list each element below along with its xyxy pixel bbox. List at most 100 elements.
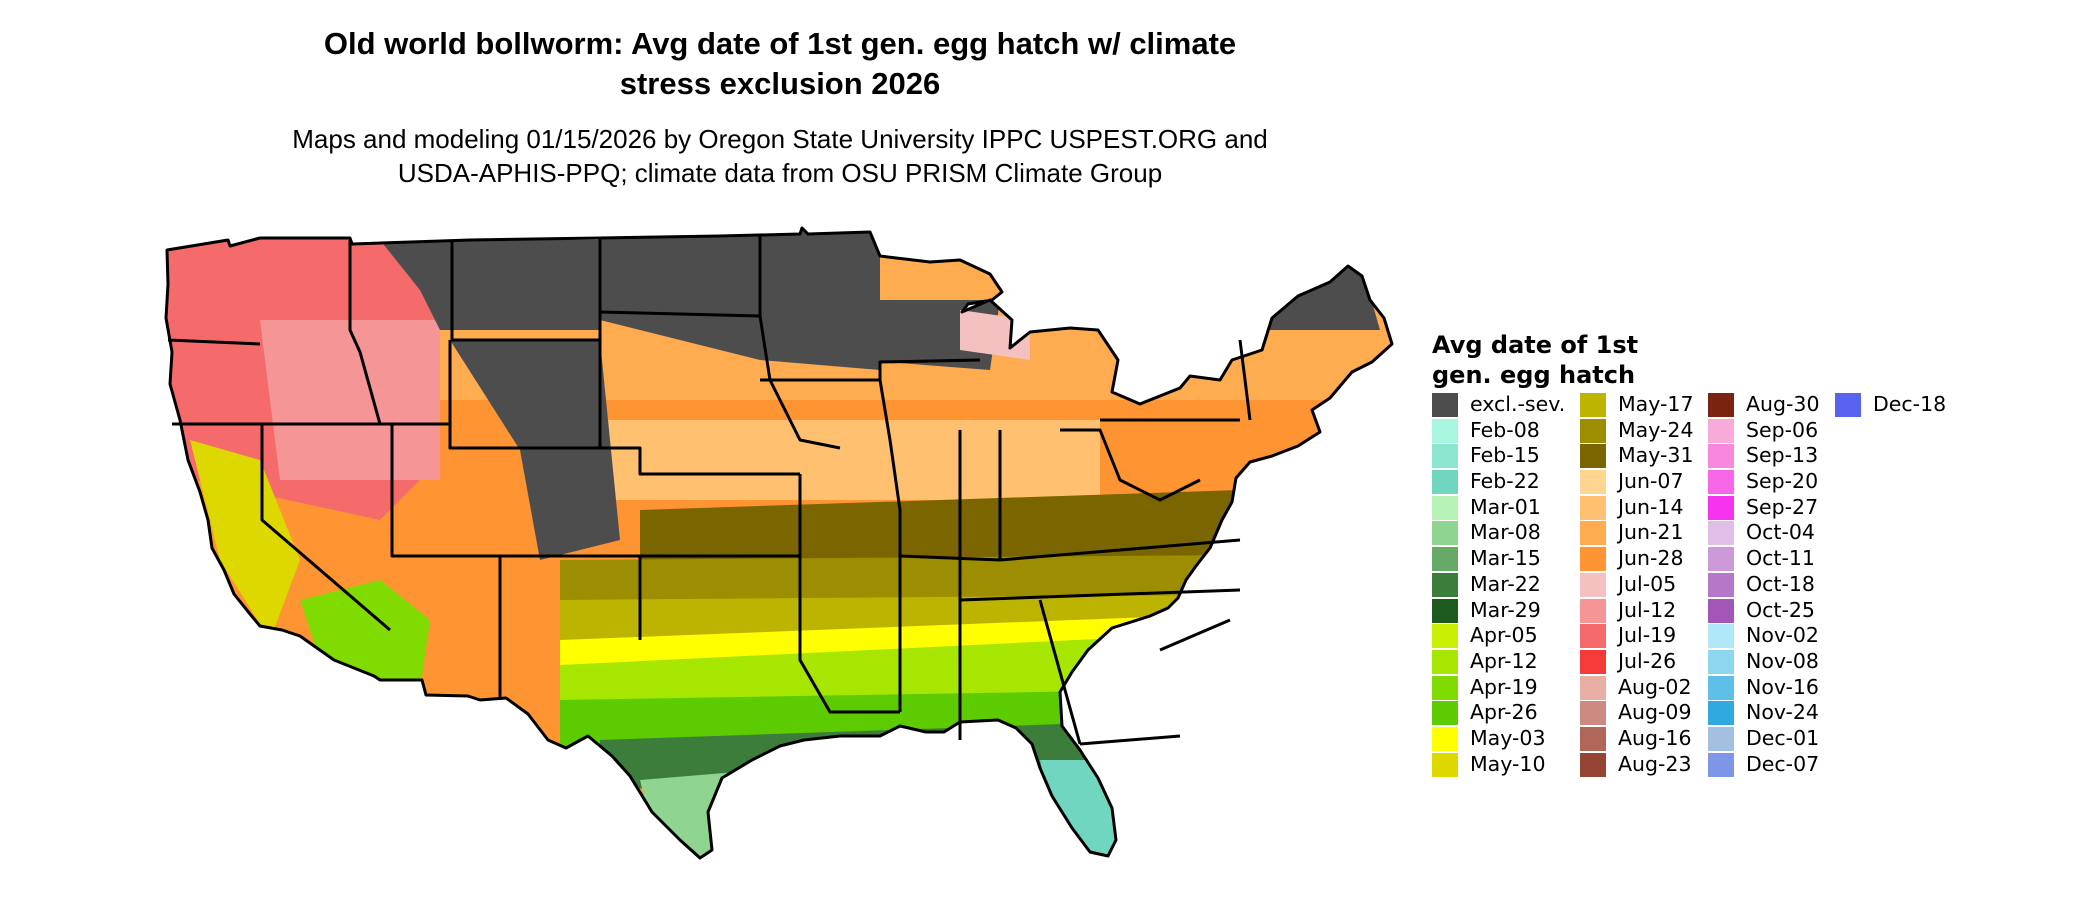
border-wa-or bbox=[167, 338, 261, 346]
legend-label: May-24 bbox=[1618, 417, 1694, 442]
legend-swatch bbox=[1580, 547, 1606, 572]
legend-label: May-03 bbox=[1470, 725, 1546, 750]
legend-swatch bbox=[1432, 701, 1458, 726]
zone-california-valley bbox=[190, 440, 300, 640]
zone-may03 bbox=[560, 615, 1200, 670]
border-co-ks bbox=[600, 446, 800, 476]
border-mt-wy bbox=[450, 240, 600, 342]
legend-swatch bbox=[1580, 393, 1606, 417]
legend-label: Nov-08 bbox=[1746, 648, 1819, 673]
legend-label: Feb-08 bbox=[1470, 417, 1540, 442]
us-outline bbox=[164, 226, 1394, 860]
legend-label: Jun-07 bbox=[1618, 469, 1684, 494]
legend-swatch bbox=[1708, 495, 1734, 520]
border-mn-ia-wi bbox=[760, 358, 981, 382]
legend-label: Sep-13 bbox=[1746, 443, 1819, 468]
legend-label: Feb-15 bbox=[1470, 443, 1540, 468]
border-id bbox=[348, 240, 382, 425]
legend-swatch bbox=[1580, 521, 1606, 546]
legend-title: Avg date of 1st gen. egg hatch bbox=[1432, 330, 1638, 390]
legend-swatch bbox=[1708, 752, 1734, 777]
border-ky-va bbox=[999, 538, 1241, 562]
legend-label: Aug-16 bbox=[1618, 725, 1692, 750]
legend-swatch bbox=[1432, 752, 1458, 777]
zone-texas-coast bbox=[640, 770, 760, 858]
legend-swatch bbox=[1580, 495, 1606, 520]
legend-swatch bbox=[1580, 701, 1606, 726]
legend-swatch bbox=[1708, 701, 1734, 726]
border-tn-south bbox=[959, 588, 1241, 602]
legend-label: Sep-06 bbox=[1746, 417, 1819, 442]
legend-label: Oct-04 bbox=[1746, 520, 1815, 545]
legend-label: May-10 bbox=[1470, 751, 1546, 776]
legend-label: Aug-23 bbox=[1618, 751, 1692, 776]
legend-label: Nov-16 bbox=[1746, 674, 1819, 699]
border-oh-pa-wv bbox=[1060, 428, 1201, 502]
legend-label: Oct-25 bbox=[1746, 597, 1815, 622]
legend-label: Jun-21 bbox=[1618, 520, 1684, 545]
legend-swatch bbox=[1708, 649, 1734, 674]
border-wy-ut-co bbox=[448, 340, 640, 450]
map-title-line-1: Old world bollworm: Avg date of 1st gen.… bbox=[323, 26, 1237, 61]
legend-swatch bbox=[1432, 598, 1458, 623]
legend-label: Dec-07 bbox=[1746, 751, 1820, 776]
map-title: Old world bollworm: Avg date of 1st gen.… bbox=[180, 24, 1380, 104]
border-ga-fl bbox=[1079, 734, 1181, 746]
legend-label: excl.-sev. bbox=[1470, 392, 1566, 416]
border-ut-az-nm bbox=[390, 424, 502, 700]
legend-swatch bbox=[1580, 675, 1606, 700]
state-borders bbox=[164, 226, 1394, 860]
map-title-line-2: stress exclusion 2026 bbox=[619, 66, 941, 101]
legend-swatch bbox=[1432, 521, 1458, 546]
map-subtitle: Maps and modeling 01/15/2026 by Oregon S… bbox=[180, 122, 1380, 190]
legend-label: May-17 bbox=[1618, 392, 1694, 416]
legend-swatch bbox=[1580, 752, 1606, 777]
legend-swatch bbox=[1708, 418, 1734, 443]
legend-label: Jul-26 bbox=[1618, 648, 1677, 673]
legend-label: Mar-01 bbox=[1470, 494, 1541, 519]
legend-label: Jun-14 bbox=[1618, 494, 1684, 519]
legend-swatch bbox=[1708, 547, 1734, 572]
map-subtitle-line-2: USDA-APHIS-PPQ; climate data from OSU PR… bbox=[397, 158, 1163, 188]
legend-swatch bbox=[1432, 572, 1458, 597]
legend-swatch bbox=[1432, 444, 1458, 469]
legend-swatch bbox=[1708, 393, 1734, 417]
legend-swatch bbox=[1432, 675, 1458, 700]
legend-swatch bbox=[1580, 649, 1606, 674]
legend-label: Aug-02 bbox=[1618, 674, 1692, 699]
legend-label: Feb-22 bbox=[1470, 469, 1540, 494]
legend-label: Sep-20 bbox=[1746, 469, 1819, 494]
legend-swatch bbox=[1580, 444, 1606, 469]
zone-excl-montana bbox=[380, 240, 600, 330]
legend-label: Dec-18 bbox=[1873, 392, 1947, 416]
legend-title-line-2: gen. egg hatch bbox=[1432, 361, 1636, 389]
legend-swatch bbox=[1708, 675, 1734, 700]
border-ny-vt bbox=[1238, 339, 1252, 421]
map-subtitle-line-1: Maps and modeling 01/15/2026 by Oregon S… bbox=[292, 124, 1268, 154]
legend-swatch bbox=[1708, 470, 1734, 495]
legend-swatch bbox=[1835, 393, 1861, 417]
legend-swatch bbox=[1580, 572, 1606, 597]
legend-swatch bbox=[1580, 726, 1606, 751]
legend-swatch bbox=[1708, 624, 1734, 649]
legend-swatch bbox=[1580, 418, 1606, 443]
legend-label: Nov-02 bbox=[1746, 623, 1819, 648]
legend-label: Aug-30 bbox=[1746, 392, 1820, 416]
legend-label: Oct-11 bbox=[1746, 546, 1815, 571]
legend-swatch bbox=[1708, 521, 1734, 546]
zone-excl-dakotas-minnesota bbox=[600, 230, 880, 370]
legend-title-line-1: Avg date of 1st bbox=[1432, 331, 1639, 359]
legend-swatch bbox=[1708, 572, 1734, 597]
legend-label: Jul-19 bbox=[1618, 623, 1677, 648]
legend-swatch bbox=[1580, 624, 1606, 649]
us-map bbox=[164, 226, 1394, 860]
legend-swatch bbox=[1432, 393, 1458, 417]
legend-label: Mar-08 bbox=[1470, 520, 1541, 545]
legend-label: Jul-05 bbox=[1618, 571, 1677, 596]
border-il-mo bbox=[878, 379, 1001, 562]
legend-label: Dec-01 bbox=[1746, 725, 1820, 750]
legend-label: Jul-12 bbox=[1618, 597, 1677, 622]
legend-swatch bbox=[1708, 726, 1734, 751]
legend-swatch bbox=[1432, 418, 1458, 443]
legend-swatch bbox=[1708, 444, 1734, 469]
